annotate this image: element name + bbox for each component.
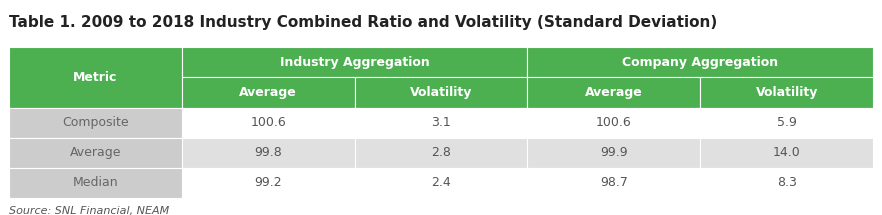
Text: 8.3: 8.3	[777, 176, 796, 189]
FancyBboxPatch shape	[182, 108, 355, 138]
FancyBboxPatch shape	[182, 47, 527, 77]
FancyBboxPatch shape	[527, 168, 700, 198]
Text: 99.2: 99.2	[254, 176, 282, 189]
Text: Average: Average	[70, 146, 121, 159]
Text: 98.7: 98.7	[600, 176, 628, 189]
Text: Average: Average	[585, 86, 643, 99]
Text: Source: SNL Financial, NEAM: Source: SNL Financial, NEAM	[9, 206, 169, 215]
FancyBboxPatch shape	[355, 138, 527, 168]
FancyBboxPatch shape	[9, 168, 182, 198]
Text: Volatility: Volatility	[410, 86, 472, 99]
FancyBboxPatch shape	[700, 77, 873, 108]
FancyBboxPatch shape	[9, 47, 182, 108]
FancyBboxPatch shape	[527, 138, 700, 168]
Text: 100.6: 100.6	[596, 116, 632, 129]
Text: Metric: Metric	[73, 71, 117, 84]
Text: Table 1. 2009 to 2018 Industry Combined Ratio and Volatility (Standard Deviation: Table 1. 2009 to 2018 Industry Combined …	[9, 15, 717, 30]
Text: 2.8: 2.8	[431, 146, 451, 159]
Text: Company Aggregation: Company Aggregation	[622, 56, 779, 69]
Text: 2.4: 2.4	[431, 176, 451, 189]
FancyBboxPatch shape	[355, 77, 527, 108]
FancyBboxPatch shape	[700, 108, 873, 138]
FancyBboxPatch shape	[9, 138, 182, 168]
Text: 3.1: 3.1	[431, 116, 451, 129]
Text: 14.0: 14.0	[773, 146, 801, 159]
Text: Median: Median	[72, 176, 118, 189]
FancyBboxPatch shape	[700, 168, 873, 198]
FancyBboxPatch shape	[527, 108, 700, 138]
Text: 5.9: 5.9	[777, 116, 796, 129]
Text: 99.9: 99.9	[600, 146, 628, 159]
FancyBboxPatch shape	[182, 77, 355, 108]
FancyBboxPatch shape	[700, 138, 873, 168]
Text: 99.8: 99.8	[254, 146, 282, 159]
Text: Volatility: Volatility	[756, 86, 818, 99]
Text: Composite: Composite	[62, 116, 129, 129]
FancyBboxPatch shape	[355, 108, 527, 138]
FancyBboxPatch shape	[527, 47, 873, 77]
FancyBboxPatch shape	[355, 168, 527, 198]
Text: 100.6: 100.6	[250, 116, 286, 129]
FancyBboxPatch shape	[9, 108, 182, 138]
Text: Average: Average	[239, 86, 297, 99]
Text: Industry Aggregation: Industry Aggregation	[280, 56, 430, 69]
FancyBboxPatch shape	[527, 77, 700, 108]
FancyBboxPatch shape	[182, 138, 355, 168]
FancyBboxPatch shape	[182, 168, 355, 198]
